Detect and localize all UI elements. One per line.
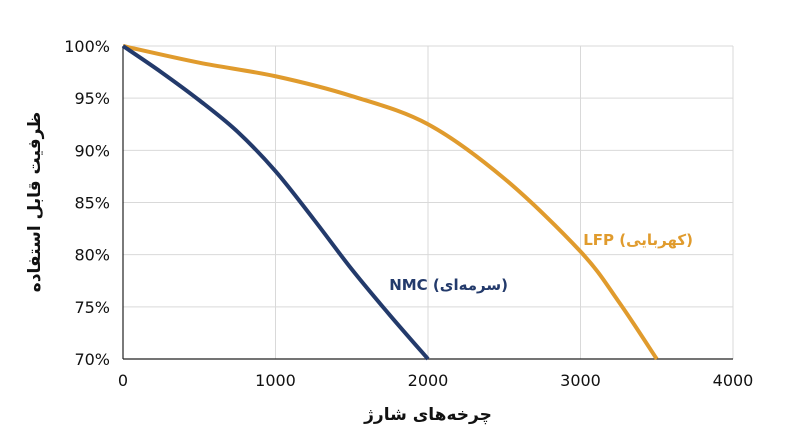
- x-tick-label: 4000: [713, 371, 754, 390]
- x-tick-label: 2000: [408, 371, 449, 390]
- y-tick-label: 100%: [64, 37, 110, 56]
- y-axis-title: ظرفیت قابل استفاده: [25, 112, 45, 292]
- y-tick-label: 95%: [74, 89, 110, 108]
- series-label-lfp: LFP (کهربایی): [583, 231, 693, 249]
- grid: [122, 45, 734, 360]
- series-label-nmc: NMC (سرمه‌ای): [389, 276, 508, 294]
- x-tick-label: 1000: [255, 371, 296, 390]
- series-lines: [121, 44, 659, 361]
- x-tick-label: 3000: [560, 371, 601, 390]
- series-line-nmc: [121, 44, 430, 361]
- y-tick-label: 80%: [74, 246, 110, 265]
- y-tick-label: 70%: [74, 350, 110, 369]
- y-tick-label: 75%: [74, 298, 110, 317]
- y-tick-label: 90%: [74, 141, 110, 160]
- x-axis-title: چرخه‌های شارژ: [363, 405, 492, 425]
- x-tick-label: 0: [118, 371, 128, 390]
- tick-labels: 70% 75% 80% 85% 90% 95% 100% 0 1000 2000 3000 4000: [64, 37, 753, 390]
- y-tick-label: 85%: [74, 194, 110, 213]
- series-line-lfp: [122, 44, 659, 361]
